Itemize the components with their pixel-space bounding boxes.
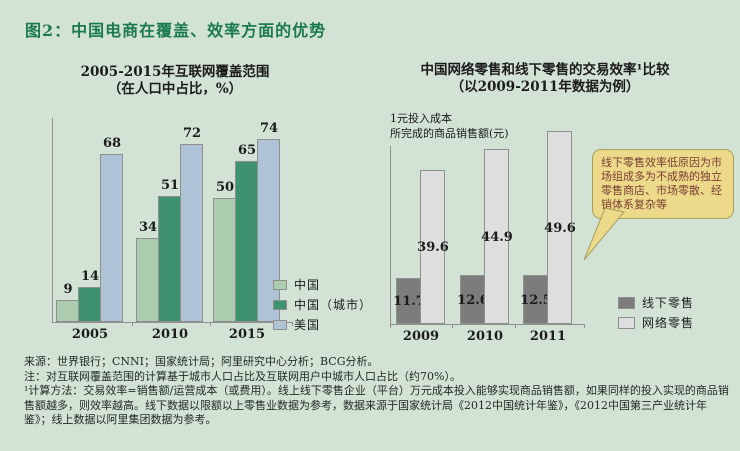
axis-tick-1 — [452, 324, 453, 328]
bar-2005-series0 — [56, 300, 79, 322]
bar-2010-series1 — [484, 149, 509, 324]
right-chart-legend: 线下零售 网络零售 — [618, 294, 694, 334]
legend-swatch-1 — [273, 299, 287, 310]
bar-2015-series1 — [235, 161, 258, 322]
axis-tick-3 — [584, 324, 585, 328]
legend-swatch-0 — [618, 296, 635, 309]
figure-title: 图2：中国电商在覆盖、效率方面的优势 — [25, 21, 327, 40]
bar-value-2010-series0: 34 — [138, 220, 158, 235]
bar-value-2015-series1: 65 — [237, 143, 257, 158]
bar-2010-series1 — [158, 196, 181, 322]
bar-value-2015-series0: 50 — [215, 180, 235, 195]
right-chart-y-axis-line — [390, 146, 391, 325]
left-chart-title: 2005-2015年互联网覆盖范围 （在人口中占比，%） — [35, 64, 315, 98]
right-chart-title: 中国网络零售和线下零售的交易效率¹比较 （以2009-2011年数据为例） — [390, 62, 700, 96]
bar-2010-series2 — [180, 144, 203, 322]
bar-value-2005-series1: 14 — [80, 269, 100, 284]
legend-swatch-1 — [618, 316, 635, 329]
legend-item-2: 美国 — [273, 316, 372, 333]
bar-value-2015-series2: 74 — [259, 121, 279, 136]
left-chart-plot-area: 9 14 68 2005 34 51 72 2010 50 65 74 2015 — [52, 118, 293, 342]
bar-2010-series0 — [136, 238, 159, 322]
footnote-note: 注：对互联网覆盖范围的计算基于城市人口占比及互联网用户中城市人口占比（约70%）… — [24, 369, 461, 383]
legend-item-1: 中国（城市） — [273, 296, 372, 313]
bar-2009-series0 — [396, 278, 421, 324]
x-axis-label-2011: 2011 — [529, 329, 567, 344]
x-axis-label-2010: 2010 — [466, 329, 504, 344]
bar-value-2011-series1: 49.6 — [544, 220, 576, 236]
y-axis-label-line2: 所完成的商品销售额(元) — [390, 127, 509, 140]
axis-tick-2 — [292, 322, 293, 326]
bar-value-2009-series1: 39.6 — [417, 240, 449, 255]
bar-2010-series0 — [460, 275, 485, 324]
bar-2009-series1 — [420, 170, 445, 324]
left-chart-legend: 中国中国（城市） 美国 — [273, 276, 372, 336]
right-chart-title-line2: （以2009-2011年数据为例） — [450, 79, 640, 95]
axis-tick-0 — [132, 322, 133, 326]
footnotes: 来源：世界银行；CNNI；国家统计局；阿里研究中心分析；BCG分析。 注：对互联… — [24, 355, 732, 428]
bar-2015-series0 — [213, 198, 236, 322]
bar-value-2005-series0: 9 — [63, 282, 73, 297]
axis-tick-0 — [390, 324, 391, 328]
x-axis-label-2010: 2010 — [151, 327, 189, 342]
left-chart-title-line1: 2005-2015年互联网覆盖范围 — [80, 64, 270, 80]
bar-value-2010-series0: 12.6 — [457, 292, 489, 308]
left-chart-title-line2: （在人口中占比，%） — [107, 81, 243, 97]
legend-label-2: 美国 — [294, 318, 321, 332]
bar-value-2010-series1: 51 — [160, 178, 180, 193]
legend-item-0: 线下零售 — [618, 294, 694, 311]
axis-tick-2 — [515, 324, 516, 328]
x-axis-label-2015: 2015 — [228, 327, 266, 342]
footnote-method: ¹计算方法：交易效率=销售额/运营成本（或费用）。线上线下零售企业（平台）万元成… — [24, 384, 729, 426]
callout-bubble: 线下零售效率低原因为市场组成多为不成熟的独立零售商店、市场零散、经销体系复杂等 — [592, 149, 734, 219]
footnote-source: 来源：世界银行；CNNI；国家统计局；阿里研究中心分析；BCG分析。 — [24, 355, 379, 368]
legend-swatch-0 — [273, 279, 287, 290]
bar-value-2010-series1: 44.9 — [481, 229, 513, 245]
right-chart-title-line1: 中国网络零售和线下零售的交易效率¹比较 — [420, 62, 670, 78]
bar-2011-series1 — [547, 131, 572, 324]
x-axis-label-2009: 2009 — [402, 329, 440, 344]
bar-value-2009-series0: 11.7 — [393, 294, 425, 309]
bar-2005-series1 — [78, 287, 101, 322]
legend-label-0: 中国 — [294, 278, 321, 292]
legend-label-0: 线下零售 — [642, 296, 695, 310]
bar-value-2005-series2: 68 — [102, 136, 122, 151]
right-chart-plot-area: 11.7 39.6 2009 12.6 44.9 2010 12.5 49.6 2011 — [390, 130, 585, 344]
bar-2015-series2 — [257, 139, 280, 322]
legend-label-1: 网络零售 — [642, 316, 695, 330]
legend-item-1: 网络零售 — [618, 314, 694, 331]
bar-2005-series2 — [100, 154, 123, 322]
legend-label-1: 中国（城市） — [294, 298, 373, 312]
bar-value-2011-series0: 12.5 — [520, 292, 552, 308]
y-axis-label-line1: 1元投入成本 — [390, 112, 452, 125]
bar-value-2010-series2: 72 — [182, 126, 202, 141]
legend-swatch-2 — [273, 319, 287, 330]
callout-bubble-tail — [583, 208, 625, 261]
legend-item-0: 中国 — [273, 276, 372, 293]
x-axis-label-2005: 2005 — [71, 327, 109, 342]
right-chart-y-axis-label: 1元投入成本 所完成的商品销售额(元) — [390, 111, 509, 141]
axis-tick-1 — [210, 322, 211, 326]
